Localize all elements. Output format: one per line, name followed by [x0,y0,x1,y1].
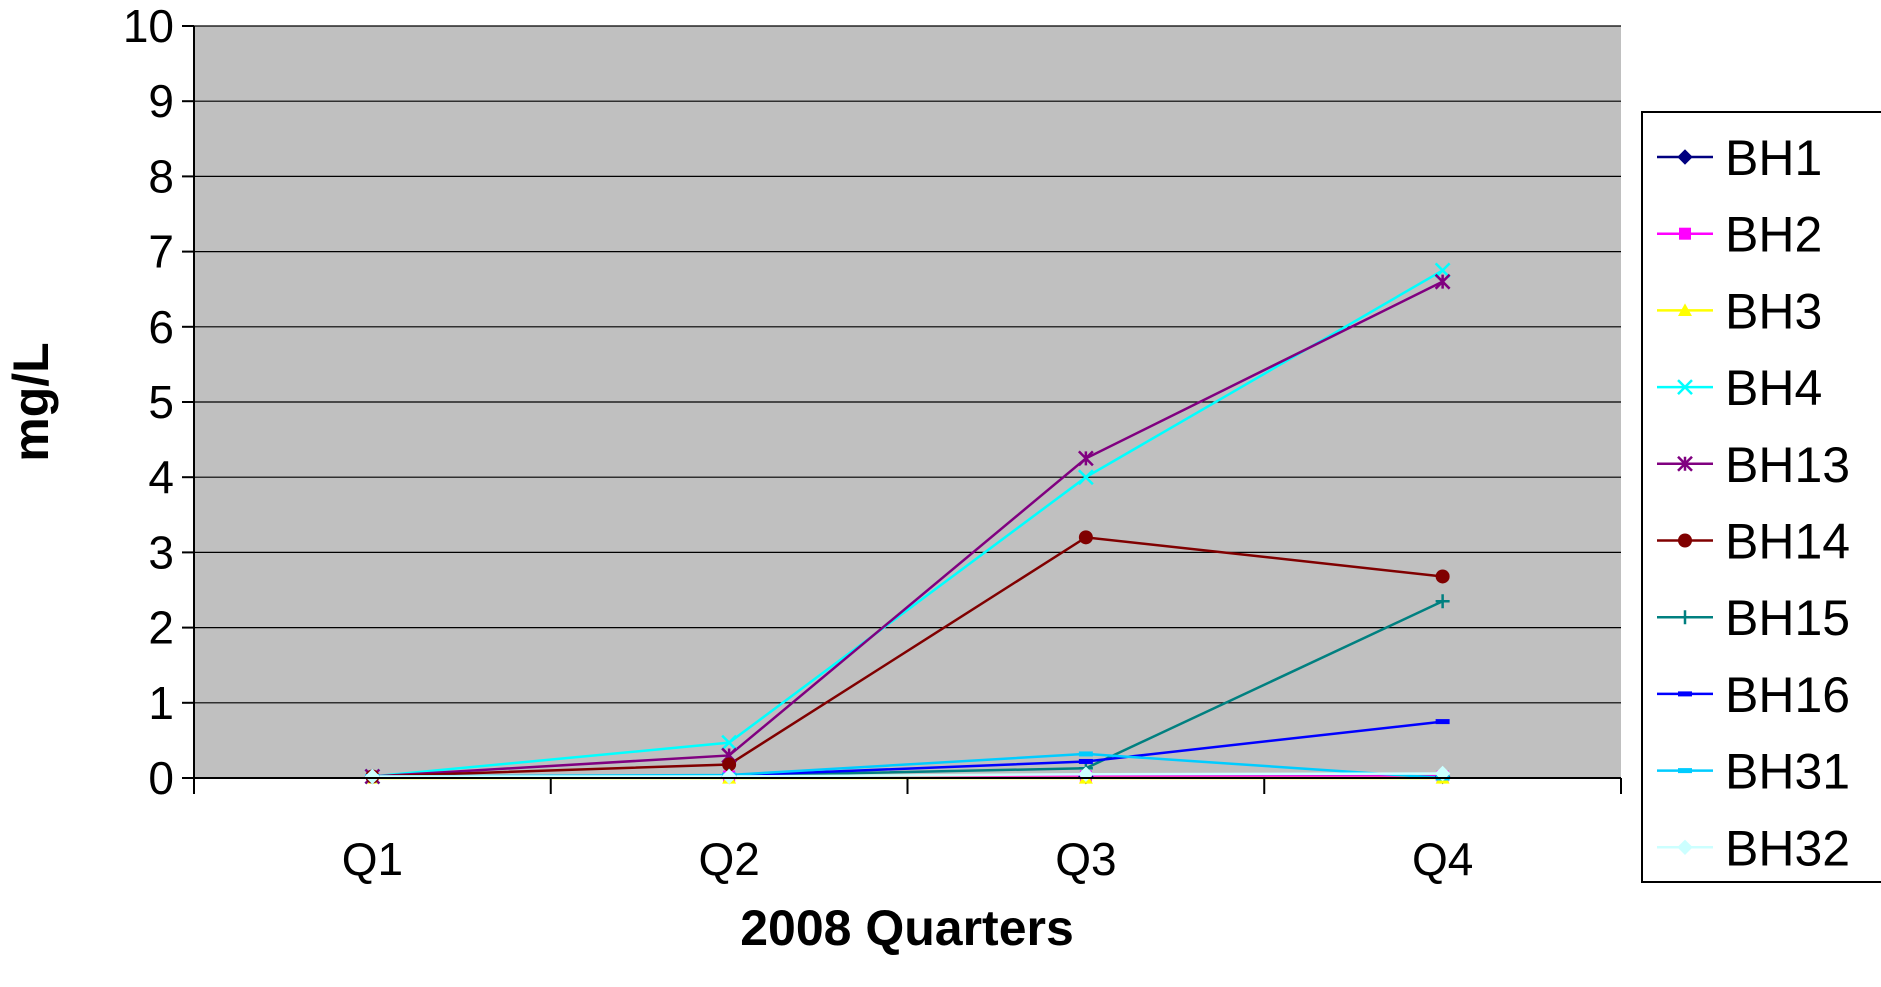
point-bh16-q4 [1435,719,1450,725]
legend-label-bh32: BH32 [1725,820,1850,876]
legend-label-bh13: BH13 [1725,437,1850,493]
legend-label-bh1: BH1 [1725,130,1822,186]
y-tick-label-10: 10 [123,0,174,52]
point-bh32-q2 [721,768,737,785]
series-line-bh32 [372,772,1443,778]
y-tick-label-2: 2 [148,602,174,654]
series-line-bh4 [372,269,1444,778]
point-bh15-q4 [1435,594,1450,609]
legend-swatch-marker-bh2 [1679,227,1691,240]
x-axis-ticks: Q1 Q2 Q3 Q4 [193,778,1622,885]
series-line-bh14 [372,536,1443,778]
point-bh13-q4 [1434,273,1451,290]
legend-label-bh31: BH31 [1725,744,1850,800]
x-tick-label-Q4: Q4 [1412,833,1473,885]
point-bh16-q3 [1078,758,1093,764]
gridlines [194,25,1621,704]
y-axis-title: mg/L [3,342,59,461]
point-bh4-q2 [721,734,738,751]
legend-swatch-marker-bh32 [1677,839,1693,856]
point-bh32-q4 [1434,765,1451,782]
legend-label-bh14: BH14 [1725,514,1850,570]
y-tick-label-9: 9 [148,75,174,127]
legend: BH1 BH2 BH3 BH4 BH13 BH14 BH15 BH16 BH31 BH32 [1641,111,1881,883]
x-tick-label-Q1: Q1 [342,833,403,885]
legend-swatch-marker-bh16 [1678,691,1692,697]
legend-label-bh4: BH4 [1725,360,1822,416]
y-tick-label-7: 7 [148,226,174,278]
point-bh13-q3 [1077,450,1094,467]
legend-swatch-marker-bh3 [1678,303,1692,316]
x-tick-label-Q3: Q3 [1055,833,1116,885]
x-tick-label-Q2: Q2 [698,833,759,885]
legend-label-bh15: BH15 [1725,590,1850,646]
legend-swatch-marker-bh4 [1677,379,1693,395]
series-markers [364,262,1451,785]
y-tick-label-1: 1 [148,677,174,729]
point-bh14-q4 [1435,569,1450,584]
series-lines [372,269,1444,780]
y-tick-label-0: 0 [148,752,174,804]
point-bh4-q3 [1077,469,1094,486]
y-tick-label-5: 5 [148,376,174,428]
x-axis-title: 2008 Quarters [740,900,1074,956]
y-tick-label-8: 8 [148,150,174,202]
legend-box [1641,111,1881,883]
legend-swatch-marker-bh14 [1678,533,1692,548]
y-tick-label-3: 3 [148,526,174,578]
y-tick-label-6: 6 [148,301,174,353]
point-bh31-q3 [1078,751,1093,757]
y-tick-label-4: 4 [148,451,174,503]
legend-swatch-marker-bh15 [1678,610,1692,625]
point-bh14-q3 [1078,530,1093,545]
legend-swatch-marker-bh31 [1678,768,1692,774]
y-axis-ticks: 0 1 2 3 4 5 6 7 8 9 10 [123,0,194,804]
legend-label-bh2: BH2 [1725,207,1822,263]
legend-label-bh3: BH3 [1725,283,1822,339]
legend-label-bh16: BH16 [1725,667,1850,723]
point-bh14-q2 [722,757,737,772]
series-line-bh13 [372,280,1444,778]
legend-swatch-marker-bh1 [1677,149,1693,165]
legend-swatch-marker-bh13 [1677,455,1693,472]
point-bh4-q4 [1434,262,1451,279]
point-bh32-q1 [364,768,381,785]
